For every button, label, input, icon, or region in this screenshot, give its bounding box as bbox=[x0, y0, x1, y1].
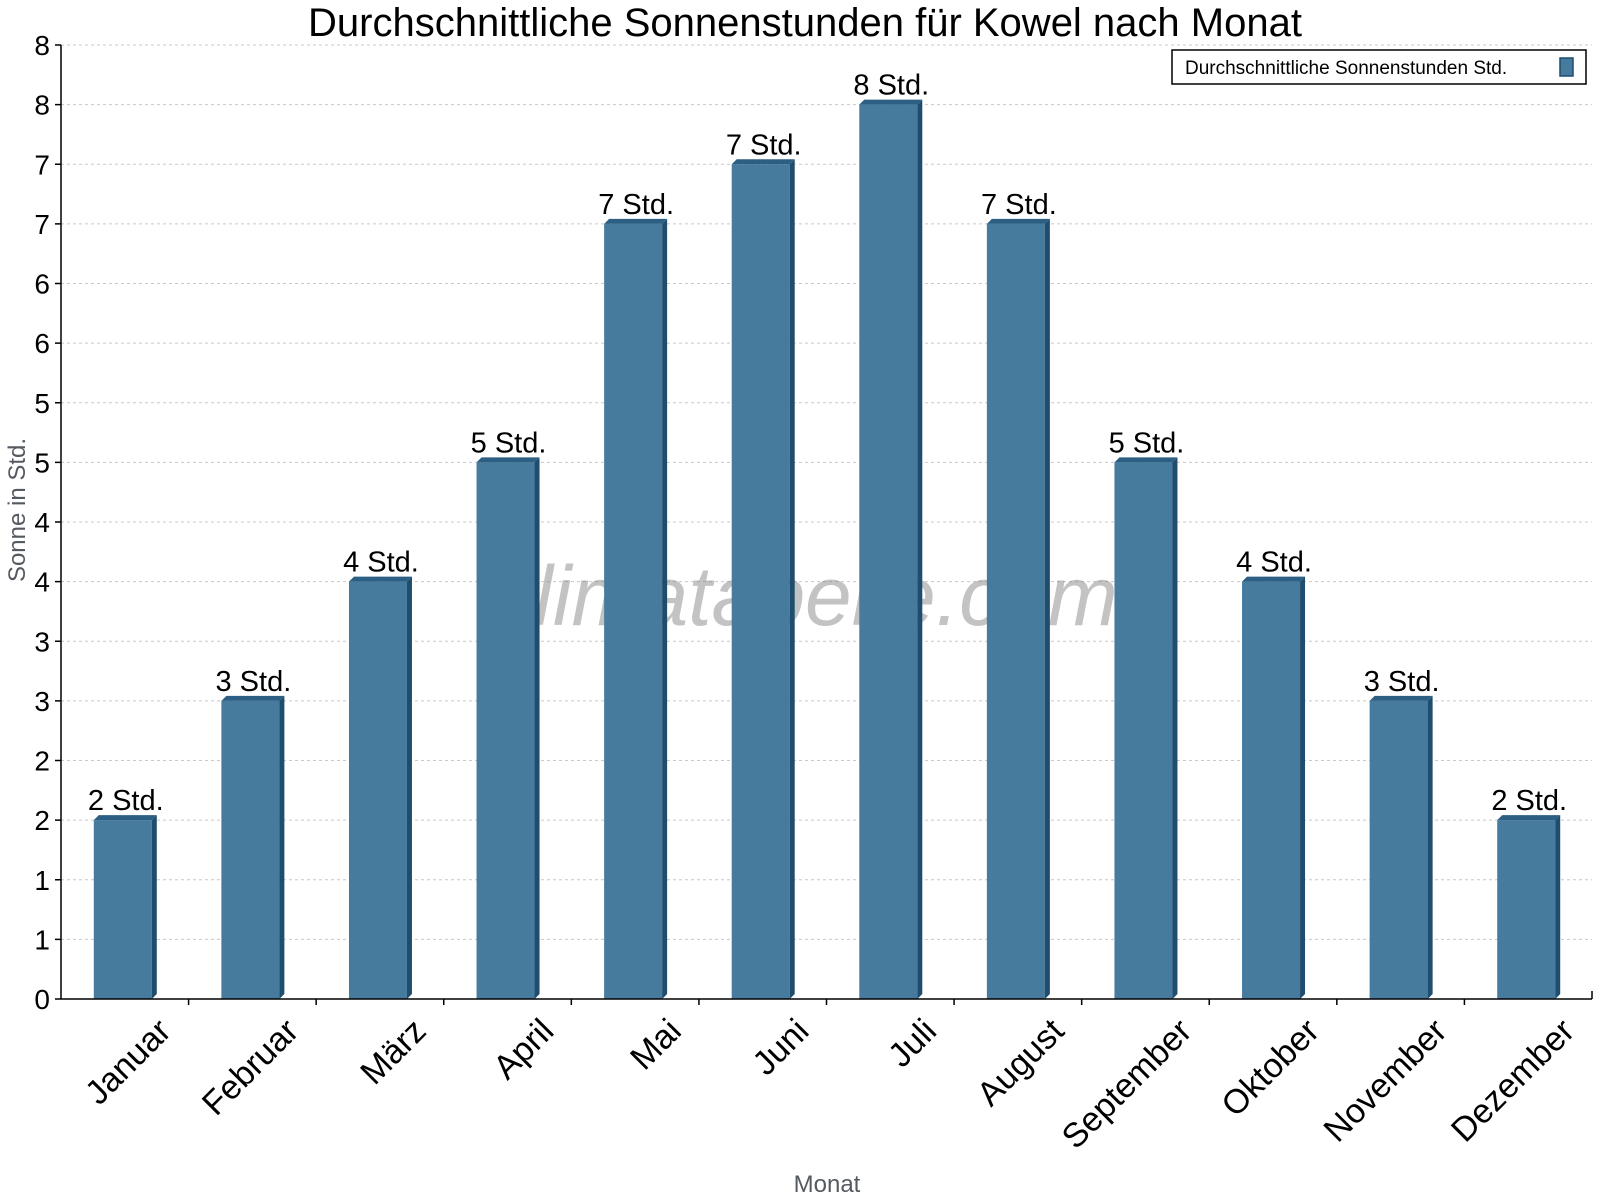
y-tick-label: 5 bbox=[34, 447, 50, 478]
bar-top-4 bbox=[476, 457, 540, 463]
bar-top-7 bbox=[859, 99, 923, 105]
x-tick-label: Dezember bbox=[1444, 1012, 1582, 1150]
x-axis-ticks: Januar Februar März April Mai Juni Juli AugustS… bbox=[78, 999, 1582, 1156]
bar-side-1 bbox=[151, 815, 157, 999]
x-axis-label: Monat bbox=[794, 1171, 861, 1198]
bar-8 bbox=[986, 223, 1045, 999]
bar-data-label: 7 Std. bbox=[726, 129, 802, 161]
bar-7 bbox=[859, 104, 918, 999]
bar-side-5 bbox=[662, 218, 668, 999]
bar-side-3 bbox=[406, 576, 412, 999]
y-tick-label: 2 bbox=[34, 805, 50, 836]
legend: Durchschnittliche Sonnenstunden Std. bbox=[1171, 49, 1587, 85]
y-tick-label: 0 bbox=[34, 984, 50, 1015]
x-tick-label: April bbox=[486, 1012, 561, 1087]
bar-top-12 bbox=[1497, 815, 1561, 821]
x-tick-label: Juli bbox=[881, 1012, 944, 1075]
x-tick-label: Mai bbox=[623, 1012, 689, 1078]
bar-side-8 bbox=[1044, 218, 1050, 999]
bar-side-10 bbox=[1300, 576, 1306, 999]
bar-data-label: 2 Std. bbox=[1491, 785, 1567, 817]
y-tick-label: 5 bbox=[34, 388, 50, 419]
y-tick-label: 3 bbox=[34, 686, 50, 717]
grid-lines bbox=[61, 44, 1592, 940]
y-tick-label: 8 bbox=[34, 90, 50, 121]
y-tick-label: 8 bbox=[34, 30, 50, 61]
x-tick-label: Juni bbox=[745, 1012, 816, 1083]
bar-data-label: 3 Std. bbox=[215, 666, 291, 698]
bar-side-7 bbox=[917, 99, 923, 999]
bar-data-label: 8 Std. bbox=[853, 70, 929, 102]
bar-data-label: 5 Std. bbox=[471, 427, 547, 459]
y-tick-label: 7 bbox=[34, 209, 50, 240]
bar-top-9 bbox=[1114, 457, 1178, 463]
y-axis-ticks: 0 1 1 2 2 3 3 4 4 5 5 6 6 7 7 8 8 bbox=[34, 30, 61, 1015]
bar-12 bbox=[1497, 820, 1556, 999]
bar-side-4 bbox=[534, 457, 540, 999]
y-tick-label: 2 bbox=[34, 746, 50, 777]
bar-top-8 bbox=[986, 218, 1050, 224]
y-tick-label: 1 bbox=[34, 924, 50, 955]
x-tick-label: Oktober bbox=[1214, 1012, 1326, 1124]
y-axis-label: Sonne in Std. bbox=[4, 438, 31, 582]
x-tick-label: August bbox=[970, 1011, 1072, 1113]
bar-top-10 bbox=[1242, 576, 1306, 582]
x-tick-label: Februar bbox=[195, 1012, 306, 1123]
bar-top-6 bbox=[731, 159, 795, 165]
bar-side-9 bbox=[1172, 457, 1178, 999]
bar-data-label: 5 Std. bbox=[1109, 427, 1185, 459]
y-tick-label: 6 bbox=[34, 269, 50, 300]
bar-1 bbox=[93, 820, 152, 999]
y-tick-label: 6 bbox=[34, 328, 50, 359]
bar-top-2 bbox=[221, 695, 285, 701]
x-tick-label: September bbox=[1055, 1012, 1199, 1156]
bar-data-label: 4 Std. bbox=[343, 547, 419, 579]
bar-data-label: 7 Std. bbox=[598, 189, 674, 221]
bar-3 bbox=[348, 581, 407, 999]
bar-top-1 bbox=[93, 815, 157, 821]
bar-data-labels: 2 Std. 3 Std. 4 Std. 5 Std. 7 Std. 7 Std. 8 St… bbox=[88, 70, 1567, 818]
bar-side-2 bbox=[279, 695, 285, 999]
bar-9 bbox=[1114, 462, 1173, 999]
bars bbox=[93, 99, 1561, 999]
bar-data-label: 3 Std. bbox=[1364, 666, 1440, 698]
bar-side-11 bbox=[1427, 695, 1433, 999]
legend-swatch bbox=[1559, 57, 1574, 77]
bar-11 bbox=[1369, 700, 1428, 999]
bar-top-3 bbox=[348, 576, 412, 582]
bar-top-11 bbox=[1369, 695, 1433, 701]
y-tick-label: 3 bbox=[34, 626, 50, 657]
y-tick-label: 4 bbox=[34, 507, 50, 538]
bar-data-label: 4 Std. bbox=[1236, 547, 1312, 579]
legend-box bbox=[1171, 49, 1587, 85]
x-tick-label: Januar bbox=[78, 1012, 178, 1112]
bar-side-12 bbox=[1555, 815, 1561, 999]
bar-side-6 bbox=[789, 159, 795, 999]
legend-entry-label: Durchschnittliche Sonnenstunden Std. bbox=[1185, 58, 1507, 79]
bar-top-5 bbox=[604, 218, 668, 224]
bar-4 bbox=[476, 462, 535, 999]
y-tick-label: 1 bbox=[34, 865, 50, 896]
bar-10 bbox=[1242, 581, 1301, 999]
bar-2 bbox=[221, 700, 280, 999]
bar-data-label: 7 Std. bbox=[981, 189, 1057, 221]
y-tick-label: 4 bbox=[34, 567, 50, 598]
bar-data-label: 2 Std. bbox=[88, 785, 164, 817]
bar-5 bbox=[604, 223, 663, 999]
x-tick-label: März bbox=[353, 1012, 433, 1092]
bar-6 bbox=[731, 164, 790, 999]
y-tick-label: 7 bbox=[34, 149, 50, 180]
x-tick-label: November bbox=[1317, 1012, 1455, 1150]
chart-title: Durchschnittliche Sonnenstunden für Kowe… bbox=[308, 1, 1302, 45]
